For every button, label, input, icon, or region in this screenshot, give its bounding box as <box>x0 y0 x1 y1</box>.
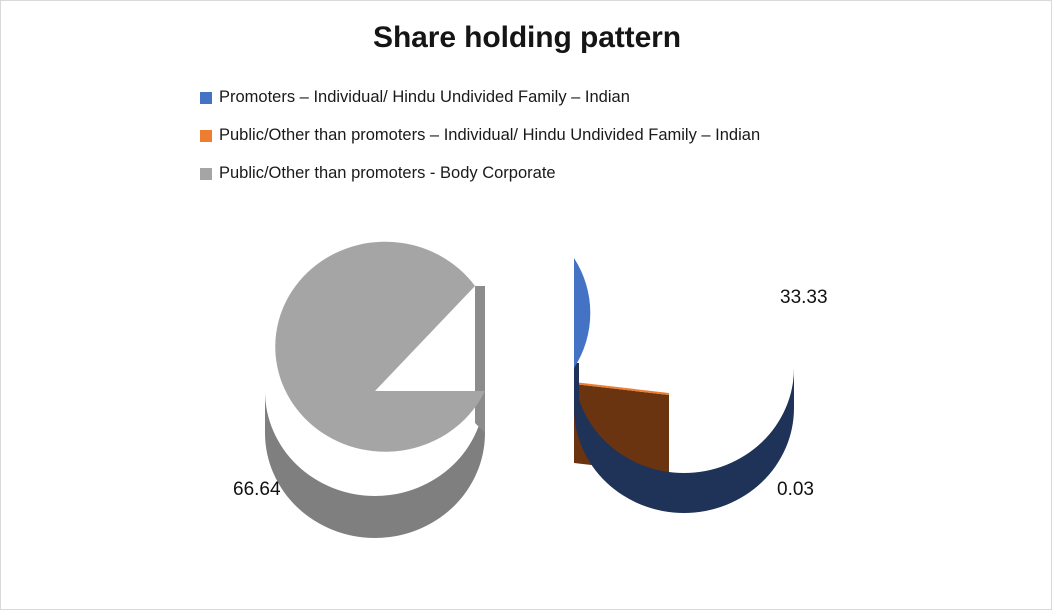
pie-slice-gray-side <box>265 391 485 538</box>
pie-slice-blue-left-wall <box>574 363 579 408</box>
pie-slice-gray-top <box>275 241 485 452</box>
pie-slice-blue-top <box>574 258 591 368</box>
pie-slice-orange-top <box>574 382 669 395</box>
pie-slice-promoters-individual-huf-indian[interactable] <box>574 258 794 513</box>
pie-chart-graphic: 33.33 0.03 66.64 <box>1 216 1051 546</box>
legend-label-public-body-corporate: Public/Other than promoters - Body Corpo… <box>219 164 556 182</box>
legend-label-promoters-individual-huf-indian: Promoters – Individual/ Hindu Undivided … <box>219 88 630 106</box>
pie-slice-public-body-corporate[interactable] <box>265 241 485 538</box>
chart-legend: Promoters – Individual/ Hindu Undivided … <box>200 85 960 199</box>
legend-item-public-individual-huf-indian[interactable]: Public/Other than promoters – Individual… <box>200 123 960 148</box>
pie-svg <box>265 241 794 538</box>
legend-item-promoters-individual-huf-indian[interactable]: Promoters – Individual/ Hindu Undivided … <box>200 85 960 110</box>
data-label-public-individual-huf-indian: 0.03 <box>777 479 814 500</box>
pie-slice-blue-side <box>574 368 794 513</box>
data-label-promoters-individual-huf-indian: 33.33 <box>780 287 828 308</box>
legend-item-public-body-corporate[interactable]: Public/Other than promoters - Body Corpo… <box>200 161 960 186</box>
legend-swatch-orange <box>200 129 212 142</box>
data-label-public-body-corporate: 66.64 <box>233 479 281 500</box>
legend-swatch-blue <box>200 91 212 104</box>
pie-slice-gray-inner-wall <box>475 286 485 433</box>
legend-label-public-individual-huf-indian: Public/Other than promoters – Individual… <box>219 126 761 144</box>
legend-swatch-gray <box>200 167 212 180</box>
chart-title: Share holding pattern <box>373 21 681 54</box>
